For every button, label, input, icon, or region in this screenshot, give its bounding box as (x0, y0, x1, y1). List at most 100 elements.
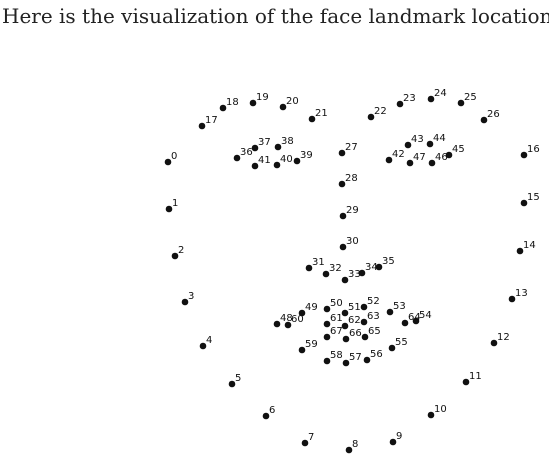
landmark-label-12: 12 (497, 332, 510, 343)
landmark-label-13: 13 (515, 288, 528, 299)
landmark-point-16 (520, 151, 528, 159)
landmark-point-39 (293, 157, 301, 165)
landmark-point-57 (342, 359, 350, 367)
landmark-point-61 (323, 320, 331, 328)
landmark-label-15: 15 (527, 192, 540, 203)
landmark-point-62 (341, 322, 349, 330)
landmark-point-31 (305, 264, 313, 272)
landmark-label-6: 6 (269, 405, 275, 416)
landmark-label-1: 1 (172, 198, 178, 209)
landmark-label-3: 3 (188, 291, 194, 302)
landmark-label-62: 62 (348, 315, 361, 326)
landmark-point-15 (520, 199, 528, 207)
landmark-point-40 (273, 161, 281, 169)
landmark-point-35 (375, 263, 383, 271)
landmark-label-22: 22 (374, 106, 387, 117)
landmark-point-47 (406, 159, 414, 167)
landmark-label-29: 29 (346, 205, 359, 216)
landmark-point-8 (345, 446, 353, 454)
landmark-point-17 (198, 122, 206, 130)
landmark-label-53: 53 (393, 301, 406, 312)
landmark-label-40: 40 (280, 154, 293, 165)
landmark-point-7 (301, 439, 309, 447)
landmark-point-27 (338, 149, 346, 157)
landmark-label-63: 63 (367, 311, 380, 322)
landmark-point-33 (341, 276, 349, 284)
landmark-point-25 (457, 99, 465, 107)
landmark-label-66: 66 (349, 328, 362, 339)
landmark-label-55: 55 (395, 337, 408, 348)
landmark-label-43: 43 (411, 134, 424, 145)
landmark-label-45: 45 (452, 144, 465, 155)
landmark-label-60: 60 (291, 314, 304, 325)
landmark-point-10 (427, 411, 435, 419)
landmark-label-28: 28 (345, 173, 358, 184)
landmark-point-59 (298, 346, 306, 354)
landmark-point-2 (171, 252, 179, 260)
landmark-label-27: 27 (345, 142, 358, 153)
landmark-point-5 (228, 380, 236, 388)
landmark-label-59: 59 (305, 339, 318, 350)
landmark-point-26 (480, 116, 488, 124)
landmark-point-24 (427, 95, 435, 103)
landmark-label-17: 17 (205, 115, 218, 126)
landmark-label-14: 14 (523, 240, 536, 251)
landmark-label-4: 4 (206, 335, 212, 346)
landmark-label-44: 44 (433, 133, 446, 144)
landmark-label-54: 54 (419, 310, 432, 321)
landmark-label-48: 48 (280, 313, 293, 324)
landmark-point-22 (367, 113, 375, 121)
landmark-point-44 (426, 140, 434, 148)
landmark-point-14 (516, 247, 524, 255)
landmark-point-28 (338, 180, 346, 188)
landmark-label-11: 11 (469, 371, 482, 382)
landmark-label-10: 10 (434, 404, 447, 415)
landmark-point-13 (508, 295, 516, 303)
landmark-point-37 (251, 144, 259, 152)
landmark-point-20 (279, 103, 287, 111)
landmark-label-39: 39 (300, 150, 313, 161)
landmark-point-51 (341, 309, 349, 317)
landmark-point-43 (404, 141, 412, 149)
landmark-point-3 (181, 298, 189, 306)
landmark-label-23: 23 (403, 93, 416, 104)
landmark-point-4 (199, 342, 207, 350)
landmark-point-32 (322, 270, 330, 278)
landmark-point-49 (298, 309, 306, 317)
landmark-point-60 (284, 321, 292, 329)
landmark-label-21: 21 (315, 108, 328, 119)
landmark-point-54 (412, 317, 420, 325)
landmark-label-20: 20 (286, 96, 299, 107)
landmark-point-30 (339, 243, 347, 251)
landmark-point-48 (273, 320, 281, 328)
landmark-label-65: 65 (368, 326, 381, 337)
landmark-label-30: 30 (346, 236, 359, 247)
landmark-label-35: 35 (382, 256, 395, 267)
landmark-point-53 (386, 308, 394, 316)
landmark-point-21 (308, 115, 316, 123)
landmark-point-50 (323, 305, 331, 313)
landmark-point-9 (389, 438, 397, 446)
landmark-label-61: 61 (330, 313, 343, 324)
landmark-label-37: 37 (258, 137, 271, 148)
landmark-point-1 (165, 205, 173, 213)
landmark-label-57: 57 (349, 352, 362, 363)
landmark-label-50: 50 (330, 298, 343, 309)
landmark-label-56: 56 (370, 349, 383, 360)
landmark-label-64: 64 (408, 312, 421, 323)
landmark-label-7: 7 (308, 432, 314, 443)
landmark-label-51: 51 (348, 302, 361, 313)
landmark-point-67 (323, 333, 331, 341)
landmark-label-9: 9 (396, 431, 402, 442)
landmark-label-49: 49 (305, 302, 318, 313)
landmark-point-23 (396, 100, 404, 108)
landmark-point-63 (360, 318, 368, 326)
landmark-point-36 (233, 154, 241, 162)
page-heading: Here is the visualization of the face la… (2, 4, 549, 28)
landmark-point-29 (339, 212, 347, 220)
landmark-point-38 (274, 143, 282, 151)
landmark-point-58 (323, 357, 331, 365)
landmark-point-18 (219, 104, 227, 112)
